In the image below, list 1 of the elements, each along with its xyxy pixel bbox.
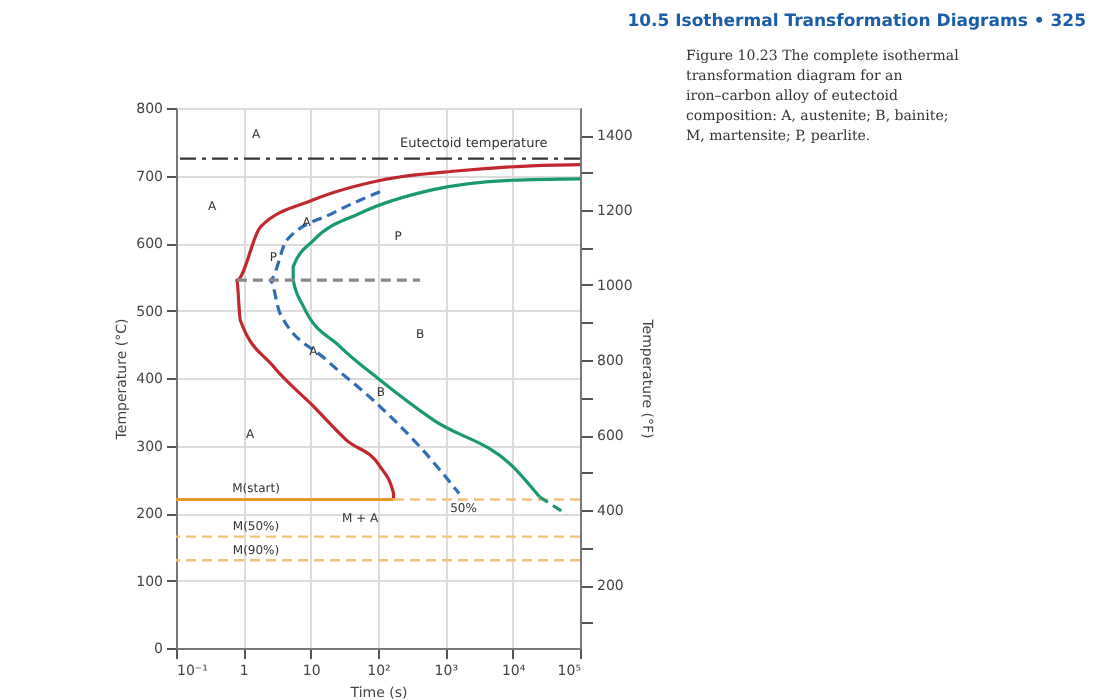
text: 10.5 Isothermal Transformation Diagrams • 325 <box>627 12 1087 32</box>
